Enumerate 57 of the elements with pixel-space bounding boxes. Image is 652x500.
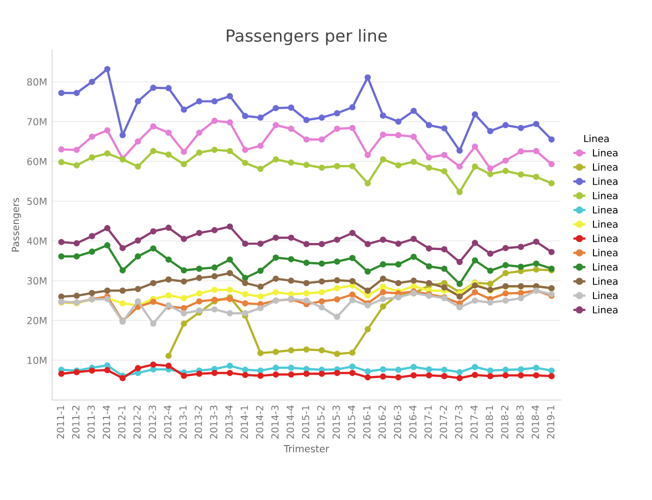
legend-label: Linea <box>593 177 618 186</box>
legend-label: Linea <box>593 234 618 242</box>
y-tick-label: 10M <box>28 356 46 364</box>
x-tick-label: 2015-3 <box>332 406 340 439</box>
x-tick-label: 2015-2 <box>317 406 325 439</box>
x-tick-label: 2011-4 <box>102 405 110 439</box>
y-tick-label: 20M <box>27 316 46 324</box>
y-tick-label: 50M <box>27 198 46 205</box>
x-tick-label: 2016-2 <box>378 406 386 439</box>
legend-label: Linea <box>593 263 618 271</box>
x-tick-label: 2011-1 <box>56 406 64 439</box>
x-tick-label: 2012-3 <box>148 406 156 439</box>
legend-label: Linea <box>593 192 618 200</box>
x-tick-label: 2017-1 <box>424 406 432 439</box>
x-tick-label: 2019-1 <box>546 406 554 439</box>
x-tick-label: 2011-2 <box>72 406 80 439</box>
y-tick-label: 30M <box>27 277 46 285</box>
y-axis-title: Passengers <box>12 198 21 252</box>
y-tick-label: 60M <box>27 158 46 166</box>
chart-title: Passengers per line <box>226 29 387 46</box>
x-tick-label: 2015-4 <box>348 405 356 439</box>
x-tick-label: 2014-2 <box>256 406 264 439</box>
legend-label: Linea <box>593 306 618 314</box>
x-tick-label: 2014-3 <box>271 406 279 439</box>
x-tick-label: 2012-2 <box>133 406 141 439</box>
x-tick-label: 2017-4 <box>470 405 478 439</box>
legend-label: Linea <box>593 163 618 171</box>
legend-label: Linea <box>593 277 618 285</box>
x-tick-label: 2011-3 <box>87 406 95 439</box>
x-tick-label: 2014-1 <box>240 406 248 439</box>
legend-label: Linea <box>593 220 618 228</box>
x-tick-label: 2016-1 <box>363 406 371 439</box>
x-tick-label: 2016-4 <box>409 405 416 439</box>
x-tick-label: 2013-4 <box>225 405 233 439</box>
legend-label: Linea <box>593 148 618 156</box>
x-tick-label: 2017-2 <box>440 406 448 439</box>
x-tick-label: 2018-1 <box>486 406 494 439</box>
y-tick-label: 80M <box>27 78 46 86</box>
y-tick-label: 40M <box>27 237 46 245</box>
x-tick-label: 2012-1 <box>118 406 126 439</box>
x-tick-label: 2012-4 <box>164 405 172 439</box>
x-tick-label: 2013-2 <box>194 406 202 439</box>
x-tick-label: 2018-3 <box>516 406 524 439</box>
x-tick-label: 2016-3 <box>394 406 402 439</box>
x-tick-label: 2017-3 <box>455 406 462 439</box>
x-tick-label: 2013-3 <box>210 406 218 439</box>
x-tick-label: 2013-1 <box>179 406 187 439</box>
x-tick-label: 2015-1 <box>302 406 310 439</box>
legend-label: Linea <box>593 292 618 300</box>
x-tick-label: 2018-4 <box>532 405 540 439</box>
x-axis-title: Trimester <box>284 444 330 452</box>
legend-label: Linea <box>593 248 618 256</box>
legend-title: Linea <box>584 134 609 142</box>
x-tick-label: 2018-2 <box>501 406 508 439</box>
x-tick-label: 2014-4 <box>286 405 294 439</box>
legend-label: Linea <box>593 206 618 214</box>
y-tick-label: 70M <box>27 118 46 126</box>
